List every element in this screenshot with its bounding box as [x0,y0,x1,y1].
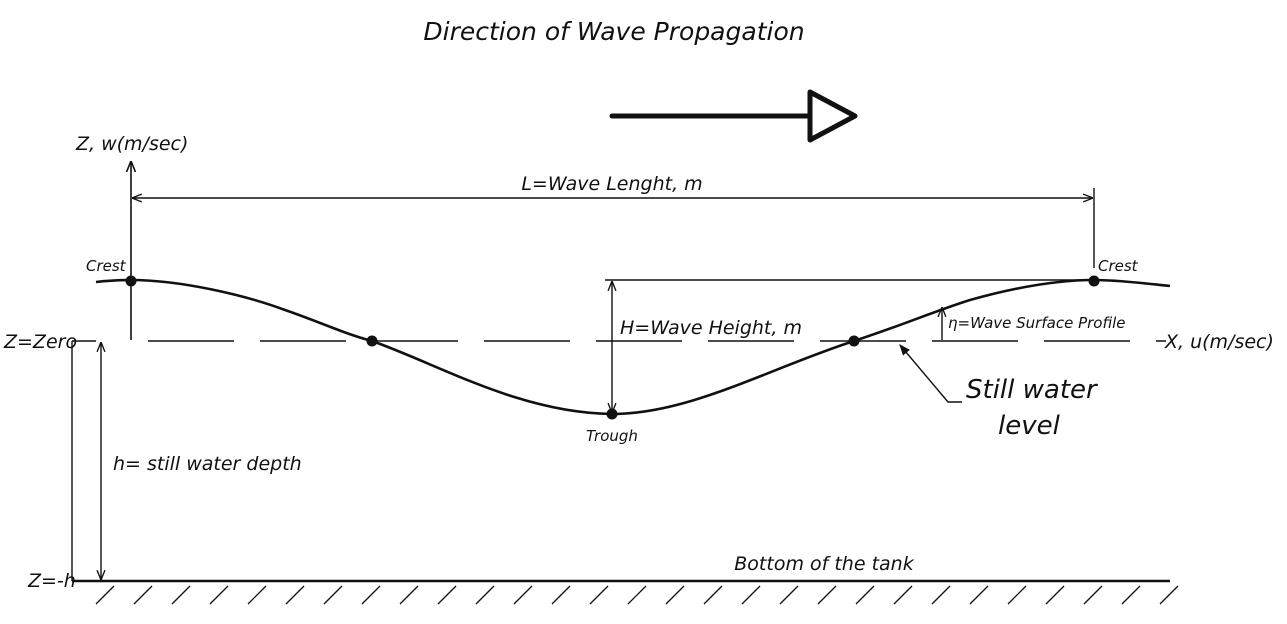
hatch-mark [969,585,989,605]
hatch-mark [589,585,609,605]
z-minus-h-label: Z=-h [27,570,76,592]
still-water-leader [899,344,962,403]
hatch-mark [95,585,115,605]
z-axis-label: Z, w(m/sec) [75,133,188,155]
crest-right-point [1088,275,1100,287]
hatch-mark [703,585,723,605]
propagation-arrow-icon [609,89,858,143]
still-water-label-line1: Still water [966,375,1099,405]
wavelength-dimension [133,188,1095,268]
wavelength-label: L=Wave Lenght, m [521,173,702,195]
still-water-label-line2: level [998,411,1061,441]
hatch-mark [1083,585,1103,605]
hatch-mark [1159,585,1179,605]
hatch-mark [627,585,647,605]
hatch-mark [665,585,685,605]
hatch-mark [855,585,875,605]
hatch-mark [1007,585,1027,605]
tank-bottom [72,579,1179,605]
hatch-mark [779,585,799,605]
hatch-mark [285,585,305,605]
hatch-mark [399,585,419,605]
hatch-mark [551,585,571,605]
depth-label: h= still water depth [113,453,302,475]
crest-left-label: Crest [86,257,127,275]
diagram-title: Direction of Wave Propagation [423,17,804,46]
hatch-mark [133,585,153,605]
hatch-mark [513,585,533,605]
depth-reference [71,341,101,581]
wave-height-label: H=Wave Height, m [620,317,802,339]
hatch-mark [171,585,191,605]
zero-crossing-right-point [848,335,860,347]
hatch-mark [893,585,913,605]
x-axis-label: X, u(m/sec) [1164,331,1274,353]
hatch-mark [931,585,951,605]
wave-height-dimension [605,279,1094,412]
zero-crossing-left-point [366,335,378,347]
crest-right-label: Crest [1098,257,1139,275]
hatch-mark [361,585,381,605]
crest-left-point [125,275,137,287]
hatch-mark [437,585,457,605]
hatch-mark [1121,585,1141,605]
hatch-mark [209,585,229,605]
hatch-mark [247,585,267,605]
bottom-label: Bottom of the tank [734,553,914,575]
surface-profile-label: η=Wave Surface Profile [948,314,1126,332]
trough-label: Trough [586,427,638,445]
hatch-mark [323,585,343,605]
z-zero-label: Z=Zero [3,331,77,353]
hatch-mark [475,585,495,605]
hatch-mark [1045,585,1065,605]
hatch-mark [741,585,761,605]
hatch-mark [817,585,837,605]
